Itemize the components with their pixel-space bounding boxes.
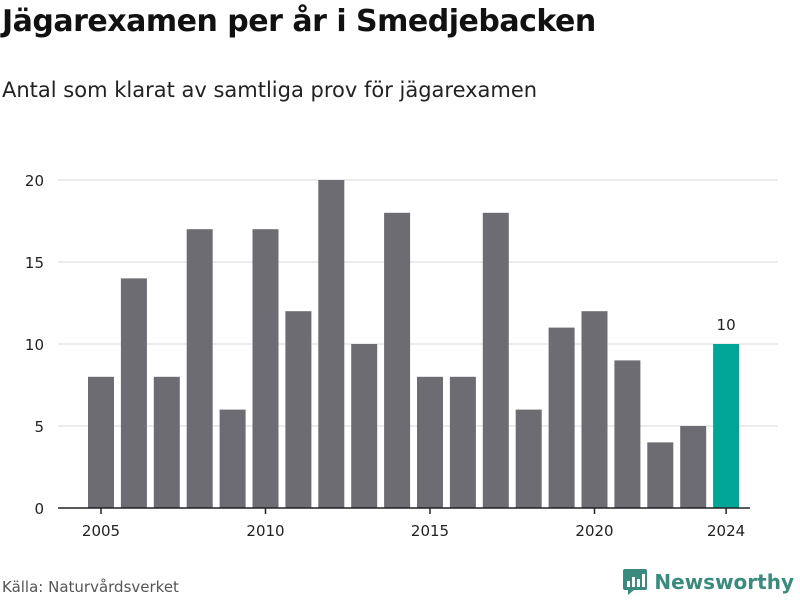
bar-highlight: [713, 344, 740, 508]
y-tick-label: 10: [25, 336, 44, 354]
y-tick-label: 5: [34, 418, 44, 436]
x-tick-label: 2015: [411, 522, 449, 540]
bar: [351, 344, 378, 508]
bar: [482, 212, 509, 509]
x-tick-label: 2010: [246, 522, 284, 540]
brand-logo[interactable]: Newsworthy: [622, 568, 794, 596]
bar: [186, 229, 213, 508]
bar: [614, 360, 641, 508]
y-tick-label: 0: [34, 500, 44, 518]
chart-subtitle: Antal som klarat av samtliga prov för jä…: [2, 78, 538, 102]
newsworthy-logo-icon: [623, 569, 648, 595]
y-tick-label: 20: [25, 172, 44, 190]
data-label: 10: [717, 316, 736, 334]
bar: [417, 376, 443, 508]
bar: [680, 426, 707, 508]
source-note: Källa: Naturvårdsverket: [2, 578, 179, 596]
bar: [548, 327, 575, 508]
bar: [318, 180, 345, 508]
bar: [285, 311, 312, 508]
bar: [581, 311, 608, 508]
bar: [219, 409, 246, 508]
bar: [515, 409, 542, 508]
bar: [153, 376, 180, 508]
bar: [252, 229, 279, 508]
x-tick-label: 2024: [707, 522, 745, 540]
chart-title: Jägarexamen per år i Smedjebacken: [2, 4, 596, 39]
bar: [449, 376, 476, 508]
brand-name: Newsworthy: [654, 570, 794, 594]
x-tick-label: 2020: [575, 522, 613, 540]
bar: [88, 376, 114, 508]
bar: [647, 442, 674, 508]
bar: [120, 278, 147, 508]
x-tick-label: 2005: [82, 522, 120, 540]
y-tick-label: 15: [25, 254, 44, 272]
bar: [384, 212, 411, 509]
